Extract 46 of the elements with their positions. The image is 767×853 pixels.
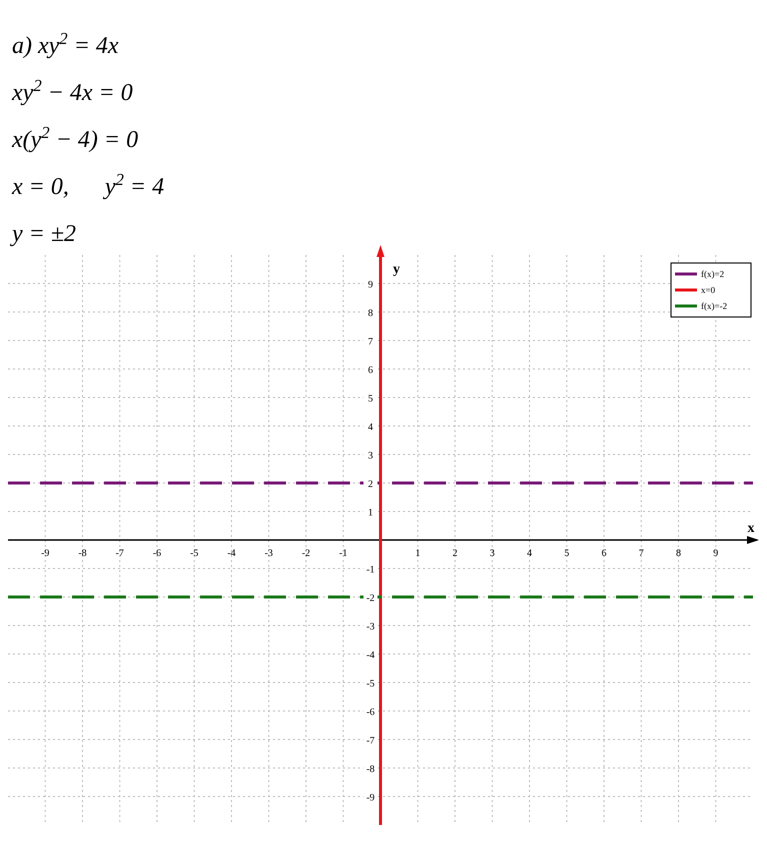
- x-tick-label: 7: [638, 548, 644, 559]
- y-tick-label: -4: [366, 650, 375, 661]
- x-tick-label: 3: [490, 548, 495, 559]
- text: xy$^{2}$ − 4x = 0: [11, 76, 133, 106]
- y-axis-title: y: [393, 262, 400, 277]
- x-tick-label: -6: [152, 548, 162, 559]
- x-tick-label: 1: [415, 548, 420, 559]
- x-tick-label: -2: [302, 548, 310, 559]
- text: y = ±2: [10, 221, 76, 247]
- x-tick-label: 4: [527, 548, 532, 559]
- x-tick-label: -3: [264, 548, 273, 559]
- y-tick-label: -7: [366, 736, 375, 746]
- legend-label: f(x)=-2: [701, 301, 728, 311]
- text: x(y$^{2}$ − 4) = 0: [11, 122, 138, 153]
- y-tick-label: 2: [368, 479, 373, 490]
- x-tick-label: -7: [116, 548, 124, 559]
- y-tick-label: -9: [366, 792, 375, 804]
- text: а) xy$^{2}$ = 4x: [12, 28, 119, 59]
- x-tick-label: 9: [713, 548, 718, 559]
- x-axis-title: x: [748, 521, 754, 536]
- y-tick-label: 3: [368, 450, 373, 462]
- x-tick-label: -8: [78, 548, 87, 559]
- x-tick-label: 2: [452, 548, 458, 559]
- y-tick-label: 9: [368, 280, 373, 290]
- x-tick-label: 6: [602, 548, 606, 559]
- y-tick-label: 7: [368, 336, 373, 348]
- y-tick-label: 1: [368, 508, 373, 518]
- y-tick-label: 6: [368, 365, 373, 376]
- x-tick-label: -9: [41, 548, 50, 559]
- x-tick-label: -4: [227, 548, 236, 559]
- y-tick-label: -5: [366, 678, 375, 690]
- legend-label: x=0: [701, 285, 716, 295]
- text: x = 0, y$^{2}$ = 4: [11, 170, 164, 200]
- y-tick-label: 4: [368, 422, 373, 433]
- y-tick-label: -8: [366, 764, 375, 775]
- x-tick-label: -1: [339, 548, 348, 559]
- y-tick-label: 5: [368, 394, 373, 404]
- y-tick-label: -6: [366, 707, 375, 718]
- y-tick-label: -3: [366, 622, 375, 632]
- y-tick-label: 8: [368, 308, 373, 319]
- y-tick-label: -2: [366, 593, 375, 604]
- x-tick-label: 8: [676, 548, 681, 559]
- x-tick-label: -5: [190, 548, 198, 559]
- legend-label: f(x)=2: [701, 269, 724, 279]
- x-tick-label: 5: [564, 548, 570, 559]
- y-tick-label: -1: [366, 564, 375, 576]
